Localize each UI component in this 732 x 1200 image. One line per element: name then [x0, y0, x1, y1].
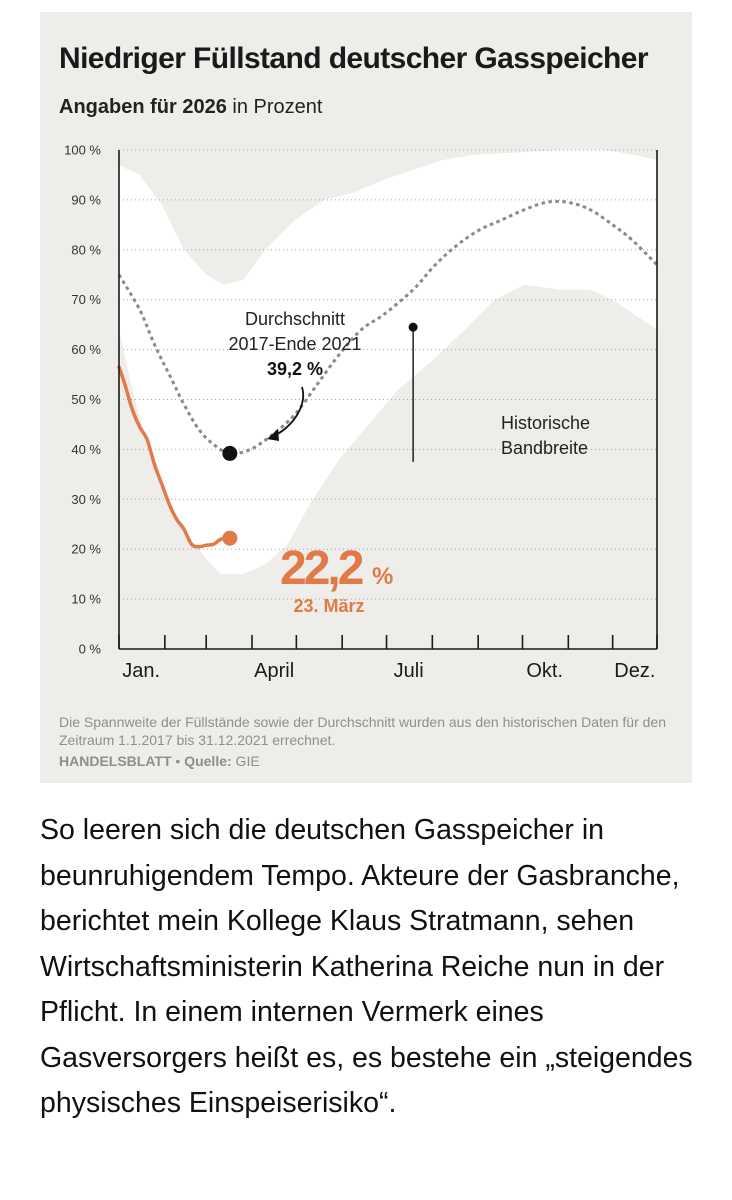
chart-card: Niedriger Füllstand deutscher Gasspeiche… — [40, 12, 692, 783]
y-tick-label: 80 % — [71, 242, 101, 257]
current-value-label: 22,2 — [280, 542, 363, 595]
current-date-label: 23. März — [293, 596, 364, 616]
chart-title: Niedriger Füllstand deutscher Gasspeiche… — [59, 42, 649, 75]
credit-separator: • — [171, 753, 185, 769]
credit-source-label: Quelle: — [184, 753, 232, 769]
chart-footnote: Die Spannweite der Füllstände sowie der … — [59, 714, 667, 748]
average-value-label: 39,2 % — [267, 359, 323, 379]
y-tick-label: 90 % — [71, 192, 101, 207]
current-marker-dot — [222, 530, 238, 546]
chart-credit: HANDELSBLATT • Quelle: GIE — [59, 753, 260, 769]
average-label-line2: 2017-Ende 2021 — [228, 334, 361, 354]
y-tick-label: 10 % — [71, 592, 101, 607]
average-marker-dot — [222, 445, 238, 461]
chart-subtitle-unit: in Prozent — [226, 96, 323, 118]
y-tick-label: 20 % — [71, 542, 101, 557]
y-tick-label: 60 % — [71, 342, 101, 357]
band-label-line2: Bandbreite — [501, 438, 588, 458]
y-tick-label: 100 % — [64, 143, 101, 158]
current-series-line — [117, 365, 232, 549]
x-tick-label: Juli — [394, 660, 424, 682]
average-series-line — [117, 199, 659, 456]
average-label-line1: Durchschnitt — [245, 309, 345, 329]
x-tick-label: Okt. — [526, 660, 563, 682]
current-value-unit: % — [372, 563, 393, 590]
average-arrow-line — [273, 386, 304, 437]
average-arrow-head — [267, 429, 279, 441]
band-label-line1: Historische — [501, 413, 590, 433]
post-body-text: So leeren sich die deutschen Gasspeicher… — [40, 814, 693, 1119]
band-marker-dot — [408, 322, 418, 332]
x-tick-label: April — [254, 660, 294, 682]
x-tick-label: Jan. — [122, 660, 160, 682]
credit-brand: HANDELSBLATT — [59, 753, 172, 769]
chart-subtitle: Angaben für 2026 in Prozent — [59, 96, 322, 119]
y-tick-label: 50 % — [71, 392, 101, 407]
y-tick-label: 30 % — [71, 492, 101, 507]
y-tick-label: 40 % — [71, 442, 101, 457]
chart-subtitle-year: Angaben für 2026 — [59, 96, 227, 118]
line-chart: 0 % 10 % 20 % 30 % 40 % 50 % 60 % 70 % 80 % 90 % 1… — [64, 143, 659, 682]
x-tick-label: Dez. — [614, 660, 655, 682]
historical-range-band — [119, 150, 657, 575]
y-tick-label: 70 % — [71, 292, 101, 307]
credit-source: GIE — [231, 753, 260, 769]
y-tick-label: 0 % — [79, 642, 102, 657]
